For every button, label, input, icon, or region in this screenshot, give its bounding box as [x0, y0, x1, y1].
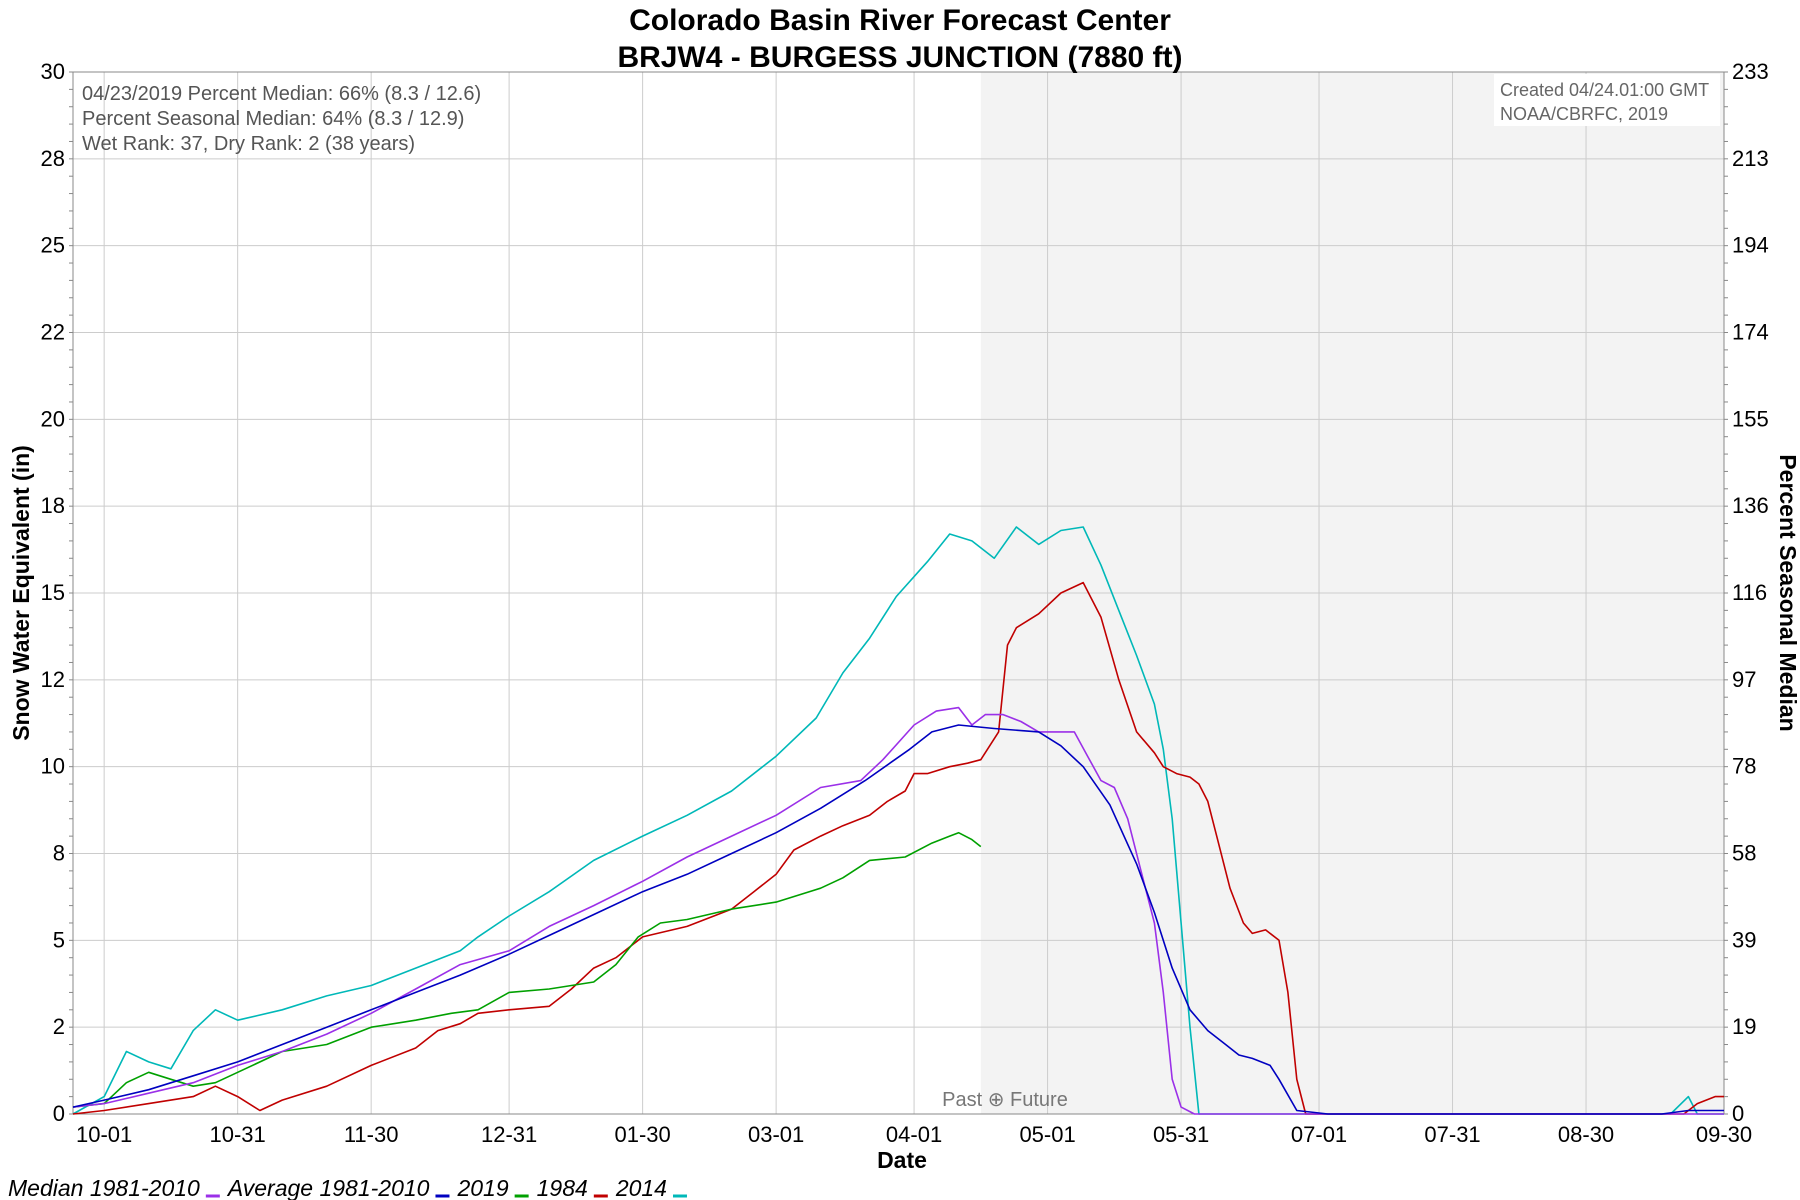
x-tick-label: 10-31: [210, 1122, 266, 1147]
y2-tick-label: 39: [1732, 927, 1756, 952]
x-tick-label: 10-01: [76, 1122, 132, 1147]
x-tick-label: 09-30: [1696, 1122, 1752, 1147]
x-tick-label: 04-01: [886, 1122, 942, 1147]
y2-tick-label: 174: [1732, 320, 1769, 345]
chart-subtitle: BRJW4 - BURGESS JUNCTION (7880 ft): [617, 41, 1182, 74]
y2-tick-label: 233: [1732, 59, 1769, 84]
series-line-2014: [72, 526, 1724, 1115]
y2-tick-label: 0: [1732, 1101, 1744, 1126]
y-tick-label: 5: [53, 927, 65, 952]
y-tick-label: 10: [41, 754, 65, 779]
x-tick-label: 03-01: [748, 1122, 804, 1147]
y2-tick-label: 213: [1732, 146, 1769, 171]
y-tick-label: 28: [41, 146, 65, 171]
x-axis-ticks: 10-01 10-31 11-30 12-31 01-30 03-01 04-01 05-01…: [76, 1122, 1752, 1147]
legend-label: Median 1981-2010: [8, 1175, 200, 1200]
y-tick-label: 20: [41, 406, 65, 431]
series-line-median-1981-2010: [72, 706, 1724, 1115]
series-line-average-1981-2010: [72, 724, 1724, 1115]
past-future-marker: Past ⊕ Future: [942, 1089, 1068, 1111]
x-tick-label: 05-31: [1153, 1122, 1209, 1147]
series-line-1984: [72, 581, 1724, 1115]
y-tick-label: 15: [41, 580, 65, 605]
x-tick-label: 05-01: [1019, 1122, 1075, 1147]
x-tick-label: 07-01: [1291, 1122, 1347, 1147]
y2-tick-label: 97: [1732, 667, 1756, 692]
x-tick-label: 07-31: [1424, 1122, 1480, 1147]
y2-axis-label: Percent Seasonal Median: [1775, 454, 1800, 731]
data-series: [72, 526, 1724, 1115]
x-tick-label: 12-31: [481, 1122, 537, 1147]
y2-tick-label: 194: [1732, 233, 1769, 258]
created-box: [1494, 74, 1720, 126]
created-line-1: Created 04/24.01:00 GMT: [1500, 80, 1709, 100]
y2-tick-label: 116: [1732, 580, 1767, 605]
series-line-2019: [72, 831, 982, 1108]
legend: Median 1981-2010 Average 1981-2010 2019 198…: [8, 1175, 687, 1200]
y2-tick-label: 155: [1732, 406, 1769, 431]
y-tick-label: 30: [41, 59, 65, 84]
legend-label: Average 1981-2010: [226, 1175, 430, 1200]
x-tick-label: 01-30: [614, 1122, 670, 1147]
y-tick-label: 18: [41, 493, 65, 518]
y-tick-label: 12: [41, 667, 65, 692]
legend-label: 1984: [537, 1175, 588, 1200]
x-tick-label: 11-30: [344, 1122, 399, 1147]
y2-tick-label: 58: [1732, 841, 1756, 866]
legend-label: 2019: [456, 1175, 508, 1200]
y2-tick-label: 19: [1732, 1014, 1756, 1039]
y-tick-label: 0: [53, 1101, 65, 1126]
y-tick-label: 8: [53, 841, 65, 866]
y2-tick-label: 78: [1732, 754, 1756, 779]
y-axis-label: Snow Water Equivalent (in): [8, 445, 34, 741]
info-line-3: Wet Rank: 37, Dry Rank: 2 (38 years): [82, 133, 415, 155]
grid: [69, 71, 1728, 1115]
y-tick-label: 22: [41, 320, 65, 345]
info-line-1: 04/23/2019 Percent Median: 66% (8.3 / 12…: [82, 83, 481, 105]
y-tick-label: 25: [41, 233, 65, 258]
y-tick-label: 2: [53, 1014, 65, 1039]
y2-axis-ticks: 0 19 39 58 78 97 116 136 155 174 194 213 233: [1732, 59, 1769, 1126]
created-line-2: NOAA/CBRFC, 2019: [1500, 104, 1668, 124]
plot-frame: [72, 71, 1725, 1115]
chart-title: Colorado Basin River Forecast Center: [629, 4, 1171, 37]
y2-tick-label: 136: [1732, 493, 1769, 518]
info-line-2: Percent Seasonal Median: 64% (8.3 / 12.9…: [82, 108, 464, 130]
x-axis-label: Date: [877, 1147, 927, 1173]
legend-label: 2014: [615, 1175, 667, 1200]
x-tick-label: 08-30: [1558, 1122, 1614, 1147]
